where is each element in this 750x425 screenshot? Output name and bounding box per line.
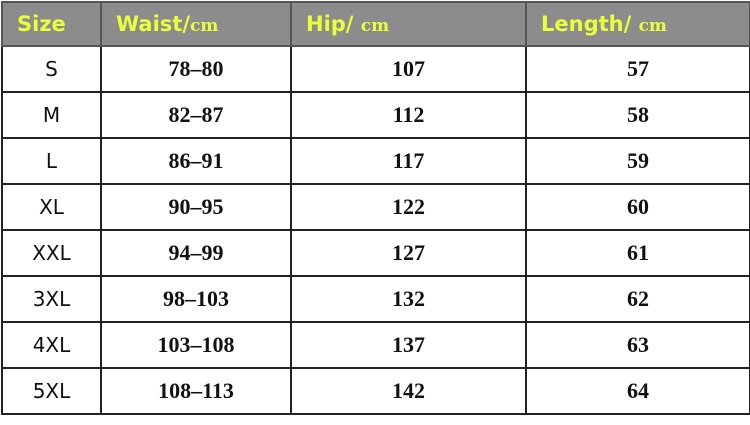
- header-label: Size: [17, 12, 66, 36]
- value-cell: 90–95: [100, 183, 292, 231]
- header-label: Waist/: [116, 12, 190, 36]
- table-row: 5XL 108–113 142 64: [1, 367, 750, 415]
- size-cell: L: [1, 137, 102, 185]
- value-cell: 63: [525, 321, 750, 369]
- value-cell: 112: [290, 91, 527, 139]
- header-label: Length/: [541, 12, 639, 36]
- table-row: 3XL 98–103 132 62: [1, 275, 750, 323]
- value-cell: 62: [525, 275, 750, 323]
- table-row: L 86–91 117 59: [1, 137, 750, 185]
- size-cell: XL: [1, 183, 102, 231]
- header-unit: cm: [360, 16, 390, 36]
- table-row: XXL 94–99 127 61: [1, 229, 750, 277]
- value-cell: 142: [290, 367, 527, 415]
- value-cell: 108–113: [100, 367, 292, 415]
- header-cell: Size: [1, 1, 102, 47]
- size-cell: 5XL: [1, 367, 102, 415]
- value-cell: 132: [290, 275, 527, 323]
- value-cell: 60: [525, 183, 750, 231]
- value-cell: 94–99: [100, 229, 292, 277]
- value-cell: 57: [525, 45, 750, 93]
- table-row: M 82–87 112 58: [1, 91, 750, 139]
- value-cell: 86–91: [100, 137, 292, 185]
- value-cell: 59: [525, 137, 750, 185]
- header-row: Size Waist/cm Hip/ cm Length/ cm: [1, 1, 750, 47]
- size-cell: XXL: [1, 229, 102, 277]
- header-unit: cm: [190, 16, 219, 36]
- table-body: S 78–80 107 57 M 82–87 112 58 L 86–91 117 59 XL 90–95…: [1, 45, 750, 415]
- size-cell: 3XL: [1, 275, 102, 323]
- value-cell: 78–80: [100, 45, 292, 93]
- header-cell: Length/ cm: [525, 1, 750, 47]
- value-cell: 137: [290, 321, 527, 369]
- value-cell: 82–87: [100, 91, 292, 139]
- value-cell: 61: [525, 229, 750, 277]
- table-row: XL 90–95 122 60: [1, 183, 750, 231]
- table-row: S 78–80 107 57: [1, 45, 750, 93]
- header-cell: Waist/cm: [100, 1, 292, 47]
- table-row: 4XL 103–108 137 63: [1, 321, 750, 369]
- size-cell: S: [1, 45, 102, 93]
- size-cell: 4XL: [1, 321, 102, 369]
- value-cell: 127: [290, 229, 527, 277]
- header-cell: Hip/ cm: [290, 1, 527, 47]
- value-cell: 122: [290, 183, 527, 231]
- value-cell: 58: [525, 91, 750, 139]
- value-cell: 64: [525, 367, 750, 415]
- value-cell: 117: [290, 137, 527, 185]
- value-cell: 103–108: [100, 321, 292, 369]
- size-cell: M: [1, 91, 102, 139]
- header-unit: cm: [638, 16, 667, 36]
- value-cell: 107: [290, 45, 527, 93]
- size-table: Size Waist/cm Hip/ cm Length/ cm S 78–80 107 5…: [1, 1, 750, 415]
- value-cell: 98–103: [100, 275, 292, 323]
- header-label: Hip/: [306, 12, 361, 36]
